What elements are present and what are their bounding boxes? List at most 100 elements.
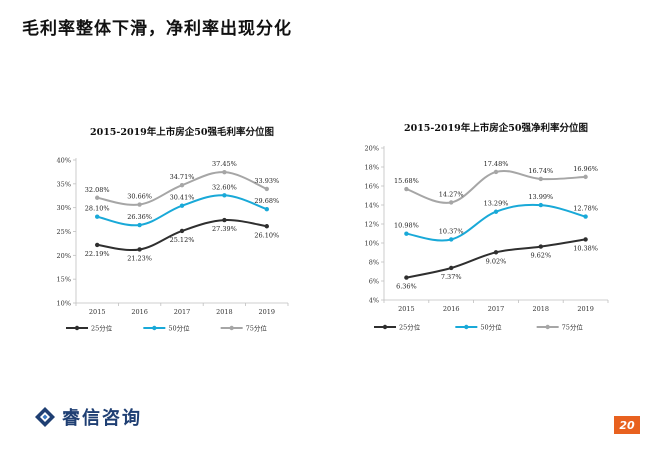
chart1-data-label-0: 9.02% bbox=[486, 257, 507, 265]
chart0-legend-marker-1 bbox=[152, 325, 157, 331]
chart1-point-1 bbox=[449, 237, 454, 242]
net-margin-chart: 2015-2019年上市房企50强净利率分位图 4% 6% 8% 10% 12% 14% 16… bbox=[350, 116, 630, 341]
chart0-ytick-label: 15% bbox=[57, 276, 71, 284]
chart0-data-label-2: 32.08% bbox=[85, 186, 110, 194]
chart0-data-label-1: 26.36% bbox=[127, 213, 152, 221]
chart1-data-label-0: 10.38% bbox=[573, 244, 598, 252]
chart1-point-2 bbox=[538, 176, 543, 182]
chart0-data-label-2: 37.45% bbox=[212, 160, 237, 168]
logo-text: 睿信咨询 bbox=[62, 408, 142, 429]
chart1-legend-marker-0 bbox=[382, 324, 388, 330]
net-margin-chart-svg: 2015-2019年上市房企50强净利率分位图 4% 6% 8% 10% 12% 14% 16… bbox=[365, 122, 609, 332]
chart1-data-label-0: 7.37% bbox=[441, 273, 462, 281]
chart0-point-1 bbox=[179, 203, 185, 208]
chart0-xtick-label: 2018 bbox=[216, 308, 233, 316]
chart1-point-1 bbox=[493, 209, 499, 214]
chart0-point-2 bbox=[179, 183, 185, 188]
chart0-data-label-2: 34.71% bbox=[170, 173, 195, 181]
chart1-point-1 bbox=[538, 202, 543, 208]
chart1-ytick-label: 10% bbox=[365, 240, 379, 248]
chart0-data-label-1: 32.60% bbox=[212, 183, 237, 191]
chart0-ytick-label: 35% bbox=[57, 180, 71, 188]
chart0-data-label-0: 21.23% bbox=[127, 254, 152, 262]
chart0-xtick-label: 2016 bbox=[131, 308, 148, 316]
chart0-data-label-2: 33.93% bbox=[254, 177, 279, 185]
chart1-point-2 bbox=[404, 186, 409, 192]
chart1-ytick-label: 8% bbox=[369, 259, 379, 267]
chart1-xtick-label: 2017 bbox=[488, 305, 505, 313]
chart0-xtick-label: 2017 bbox=[174, 308, 191, 316]
chart0-data-label-0: 26.10% bbox=[254, 231, 279, 239]
chart1-ytick-label: 12% bbox=[365, 221, 379, 229]
chart1-ytick-label: 4% bbox=[369, 297, 379, 305]
chart1-point-1 bbox=[404, 231, 409, 236]
chart1-xtick-label: 2018 bbox=[533, 305, 550, 313]
chart1-series-line-2 bbox=[406, 169, 586, 204]
chart1-point-2 bbox=[583, 174, 588, 180]
chart0-ytick-label: 30% bbox=[57, 204, 71, 212]
chart0-title: 2015-2019年上市房企50强毛利率分位图 bbox=[90, 126, 274, 138]
page-number: 20 bbox=[614, 416, 640, 434]
chart0-data-label-0: 22.19% bbox=[85, 250, 110, 258]
chart0-point-0 bbox=[95, 242, 100, 248]
chart0-legend-marker-2 bbox=[229, 325, 234, 331]
chart1-point-0 bbox=[538, 244, 543, 249]
chart1-data-label-1: 13.99% bbox=[528, 193, 553, 201]
chart0-point-1 bbox=[137, 222, 142, 228]
chart0-data-label-0: 27.39% bbox=[212, 225, 237, 233]
chart1-ytick-label: 20% bbox=[365, 145, 379, 153]
chart1-ytick-label: 6% bbox=[369, 278, 379, 286]
chart0-point-0 bbox=[222, 217, 227, 223]
chart1-point-1 bbox=[583, 214, 588, 219]
chart1-data-label-0: 9.62% bbox=[530, 252, 551, 260]
chart0-legend-marker-0 bbox=[74, 325, 80, 331]
chart0-point-1 bbox=[264, 206, 269, 212]
chart1-legend-label-1: 50分位 bbox=[480, 323, 502, 332]
chart1-title: 2015-2019年上市房企50强净利率分位图 bbox=[404, 122, 588, 134]
chart0-ytick-label: 20% bbox=[57, 252, 71, 260]
chart1-data-label-2: 14.27% bbox=[439, 190, 464, 198]
chart0-legend-label-2: 75分位 bbox=[246, 324, 268, 333]
company-logo: 睿信咨询 bbox=[34, 404, 142, 430]
chart0-data-label-2: 30.66% bbox=[127, 193, 152, 201]
chart1-data-label-1: 10.98% bbox=[394, 222, 419, 230]
chart1-data-label-2: 17.48% bbox=[484, 160, 509, 168]
chart0-legend-label-0: 25分位 bbox=[91, 324, 113, 333]
chart1-point-2 bbox=[449, 200, 454, 205]
chart1-legend-label-2: 75分位 bbox=[562, 323, 584, 332]
chart0-data-label-0: 25.12% bbox=[170, 236, 195, 244]
chart1-data-label-1: 13.29% bbox=[484, 200, 509, 208]
chart0-point-2 bbox=[137, 202, 142, 207]
chart1-xtick-label: 2015 bbox=[398, 305, 415, 313]
chart1-data-label-2: 16.96% bbox=[573, 165, 598, 173]
chart0-point-1 bbox=[222, 193, 227, 198]
chart0-point-2 bbox=[222, 169, 227, 175]
chart0-data-label-1: 29.68% bbox=[254, 197, 279, 205]
chart0-ytick-label: 40% bbox=[57, 157, 71, 165]
logo-diamond-icon bbox=[35, 407, 55, 427]
chart0-ytick-label: 25% bbox=[57, 228, 71, 236]
chart1-point-0 bbox=[583, 237, 588, 242]
chart1-data-label-2: 16.74% bbox=[528, 167, 553, 175]
chart1-legend-marker-2 bbox=[545, 324, 550, 330]
chart0-legend-label-1: 50分位 bbox=[168, 324, 190, 333]
chart0-data-label-1: 30.41% bbox=[170, 194, 195, 202]
chart0-xtick-label: 2019 bbox=[259, 308, 276, 316]
chart1-ytick-label: 16% bbox=[365, 183, 379, 191]
chart1-data-label-1: 12.78% bbox=[573, 205, 598, 213]
chart1-point-0 bbox=[404, 275, 409, 280]
chart1-data-label-2: 15.68% bbox=[394, 177, 419, 185]
slide-title: 毛利率整体下滑，净利率出现分化 bbox=[22, 19, 292, 39]
chart0-ytick-label: 10% bbox=[57, 300, 71, 308]
chart0-data-label-1: 28.10% bbox=[85, 205, 110, 213]
chart1-point-0 bbox=[449, 265, 454, 271]
chart0-point-2 bbox=[264, 186, 269, 192]
gross-margin-chart-svg: 2015-2019年上市房企50强毛利率分位图 10% 15% 20% 25% 30% 35… bbox=[57, 126, 289, 333]
chart1-legend-marker-1 bbox=[464, 324, 469, 330]
chart1-ytick-label: 14% bbox=[365, 202, 379, 210]
chart1-point-0 bbox=[493, 250, 499, 255]
chart1-xtick-label: 2016 bbox=[443, 305, 460, 313]
chart1-ytick-label: 18% bbox=[365, 164, 379, 172]
chart1-xtick-label: 2019 bbox=[577, 305, 594, 313]
gross-margin-chart: 2015-2019年上市房企50强毛利率分位图 10% 15% 20% 25% 30% 35… bbox=[40, 118, 310, 338]
